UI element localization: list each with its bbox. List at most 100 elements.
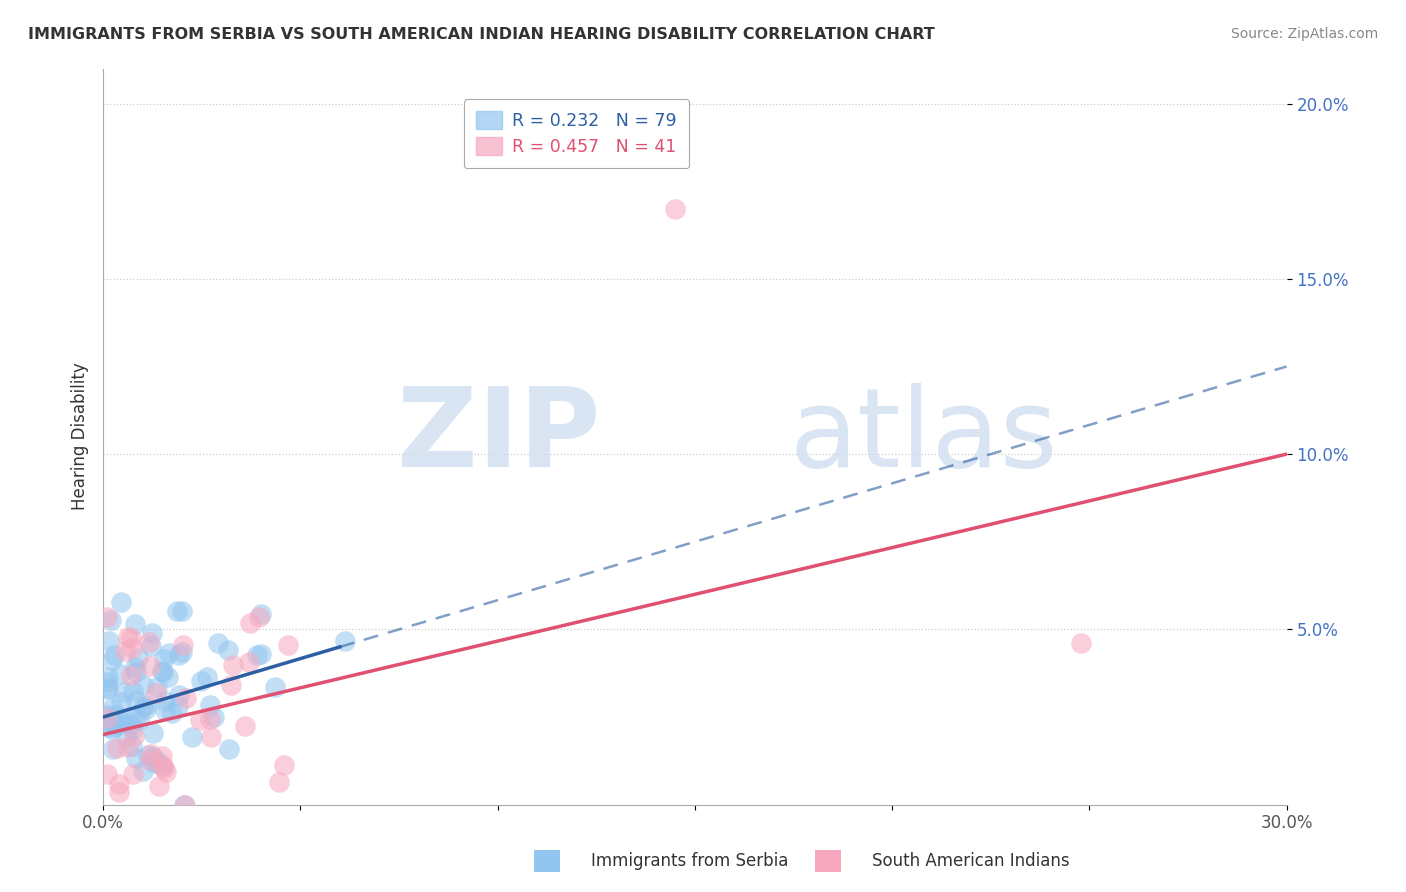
Point	[132, 764, 155, 778]
Point	[173, 797, 195, 812]
Point	[153, 652, 176, 666]
Point	[219, 678, 242, 692]
Point	[101, 723, 124, 737]
Point	[233, 719, 256, 733]
Point	[247, 610, 270, 624]
Point	[145, 680, 167, 694]
Point	[150, 759, 173, 773]
Point	[124, 729, 146, 743]
Point	[100, 613, 122, 627]
Point	[96, 681, 118, 696]
Point	[142, 756, 165, 770]
Point	[142, 749, 165, 764]
Point	[150, 749, 173, 764]
Point	[207, 635, 229, 649]
Point	[124, 617, 146, 632]
Point	[198, 712, 221, 726]
Point	[96, 720, 118, 734]
Point	[96, 707, 118, 722]
Point	[115, 730, 138, 744]
Point	[250, 607, 273, 621]
Point	[138, 635, 160, 649]
Point	[124, 694, 146, 708]
Point	[139, 747, 162, 762]
Point	[263, 680, 285, 694]
Point	[125, 665, 148, 679]
Point	[104, 720, 127, 734]
Text: ZIP: ZIP	[396, 383, 600, 490]
Point	[155, 764, 177, 779]
Point	[172, 638, 194, 652]
Point	[238, 655, 260, 669]
Point	[122, 723, 145, 737]
Point	[128, 714, 150, 728]
Point	[132, 700, 155, 714]
Point	[112, 685, 135, 699]
Point	[105, 716, 128, 731]
Point	[108, 785, 131, 799]
Point	[170, 604, 193, 618]
Point	[664, 202, 686, 216]
Point	[120, 717, 142, 731]
Point	[218, 742, 240, 756]
Point	[108, 777, 131, 791]
Point	[145, 685, 167, 699]
Point	[122, 766, 145, 780]
Point	[108, 667, 131, 681]
Point	[188, 713, 211, 727]
Point	[142, 726, 165, 740]
Point	[110, 695, 132, 709]
Point	[97, 669, 120, 683]
Point	[202, 710, 225, 724]
Point	[97, 681, 120, 695]
Text: South American Indians: South American Indians	[872, 852, 1070, 870]
Point	[135, 702, 157, 716]
Point	[335, 633, 357, 648]
Point	[104, 716, 127, 731]
Point	[148, 755, 170, 769]
Point	[273, 758, 295, 772]
Point	[181, 730, 204, 744]
Point	[217, 643, 239, 657]
Point	[110, 595, 132, 609]
Point	[162, 706, 184, 721]
Point	[148, 779, 170, 793]
Point	[190, 674, 212, 689]
Point	[96, 766, 118, 780]
Point	[111, 715, 134, 730]
Point	[200, 730, 222, 744]
Point	[117, 630, 139, 644]
Point	[96, 609, 118, 624]
Point	[169, 688, 191, 702]
Point	[153, 703, 176, 717]
Point	[101, 701, 124, 715]
Point	[246, 648, 269, 662]
Point	[198, 698, 221, 712]
Legend: R = 0.232   N = 79, R = 0.457   N = 41: R = 0.232 N = 79, R = 0.457 N = 41	[464, 99, 689, 168]
Point	[152, 664, 174, 678]
Point	[128, 650, 150, 665]
Point	[124, 660, 146, 674]
Point	[101, 742, 124, 756]
Point	[167, 648, 190, 662]
Point	[96, 711, 118, 725]
Point	[124, 712, 146, 726]
Point	[105, 740, 128, 755]
Point	[141, 625, 163, 640]
Point	[153, 760, 176, 774]
Point	[1070, 636, 1092, 650]
Point	[103, 648, 125, 662]
Point	[122, 683, 145, 698]
Point	[101, 715, 124, 730]
Point	[105, 707, 128, 722]
Point	[157, 670, 180, 684]
Point	[250, 647, 273, 661]
Text: atlas: atlas	[790, 383, 1059, 490]
Point	[120, 631, 142, 645]
Point	[136, 748, 159, 763]
Point	[166, 604, 188, 618]
Point	[121, 739, 143, 754]
Y-axis label: Hearing Disability: Hearing Disability	[72, 363, 89, 510]
Point	[152, 665, 174, 680]
Text: Immigrants from Serbia: Immigrants from Serbia	[591, 852, 787, 870]
